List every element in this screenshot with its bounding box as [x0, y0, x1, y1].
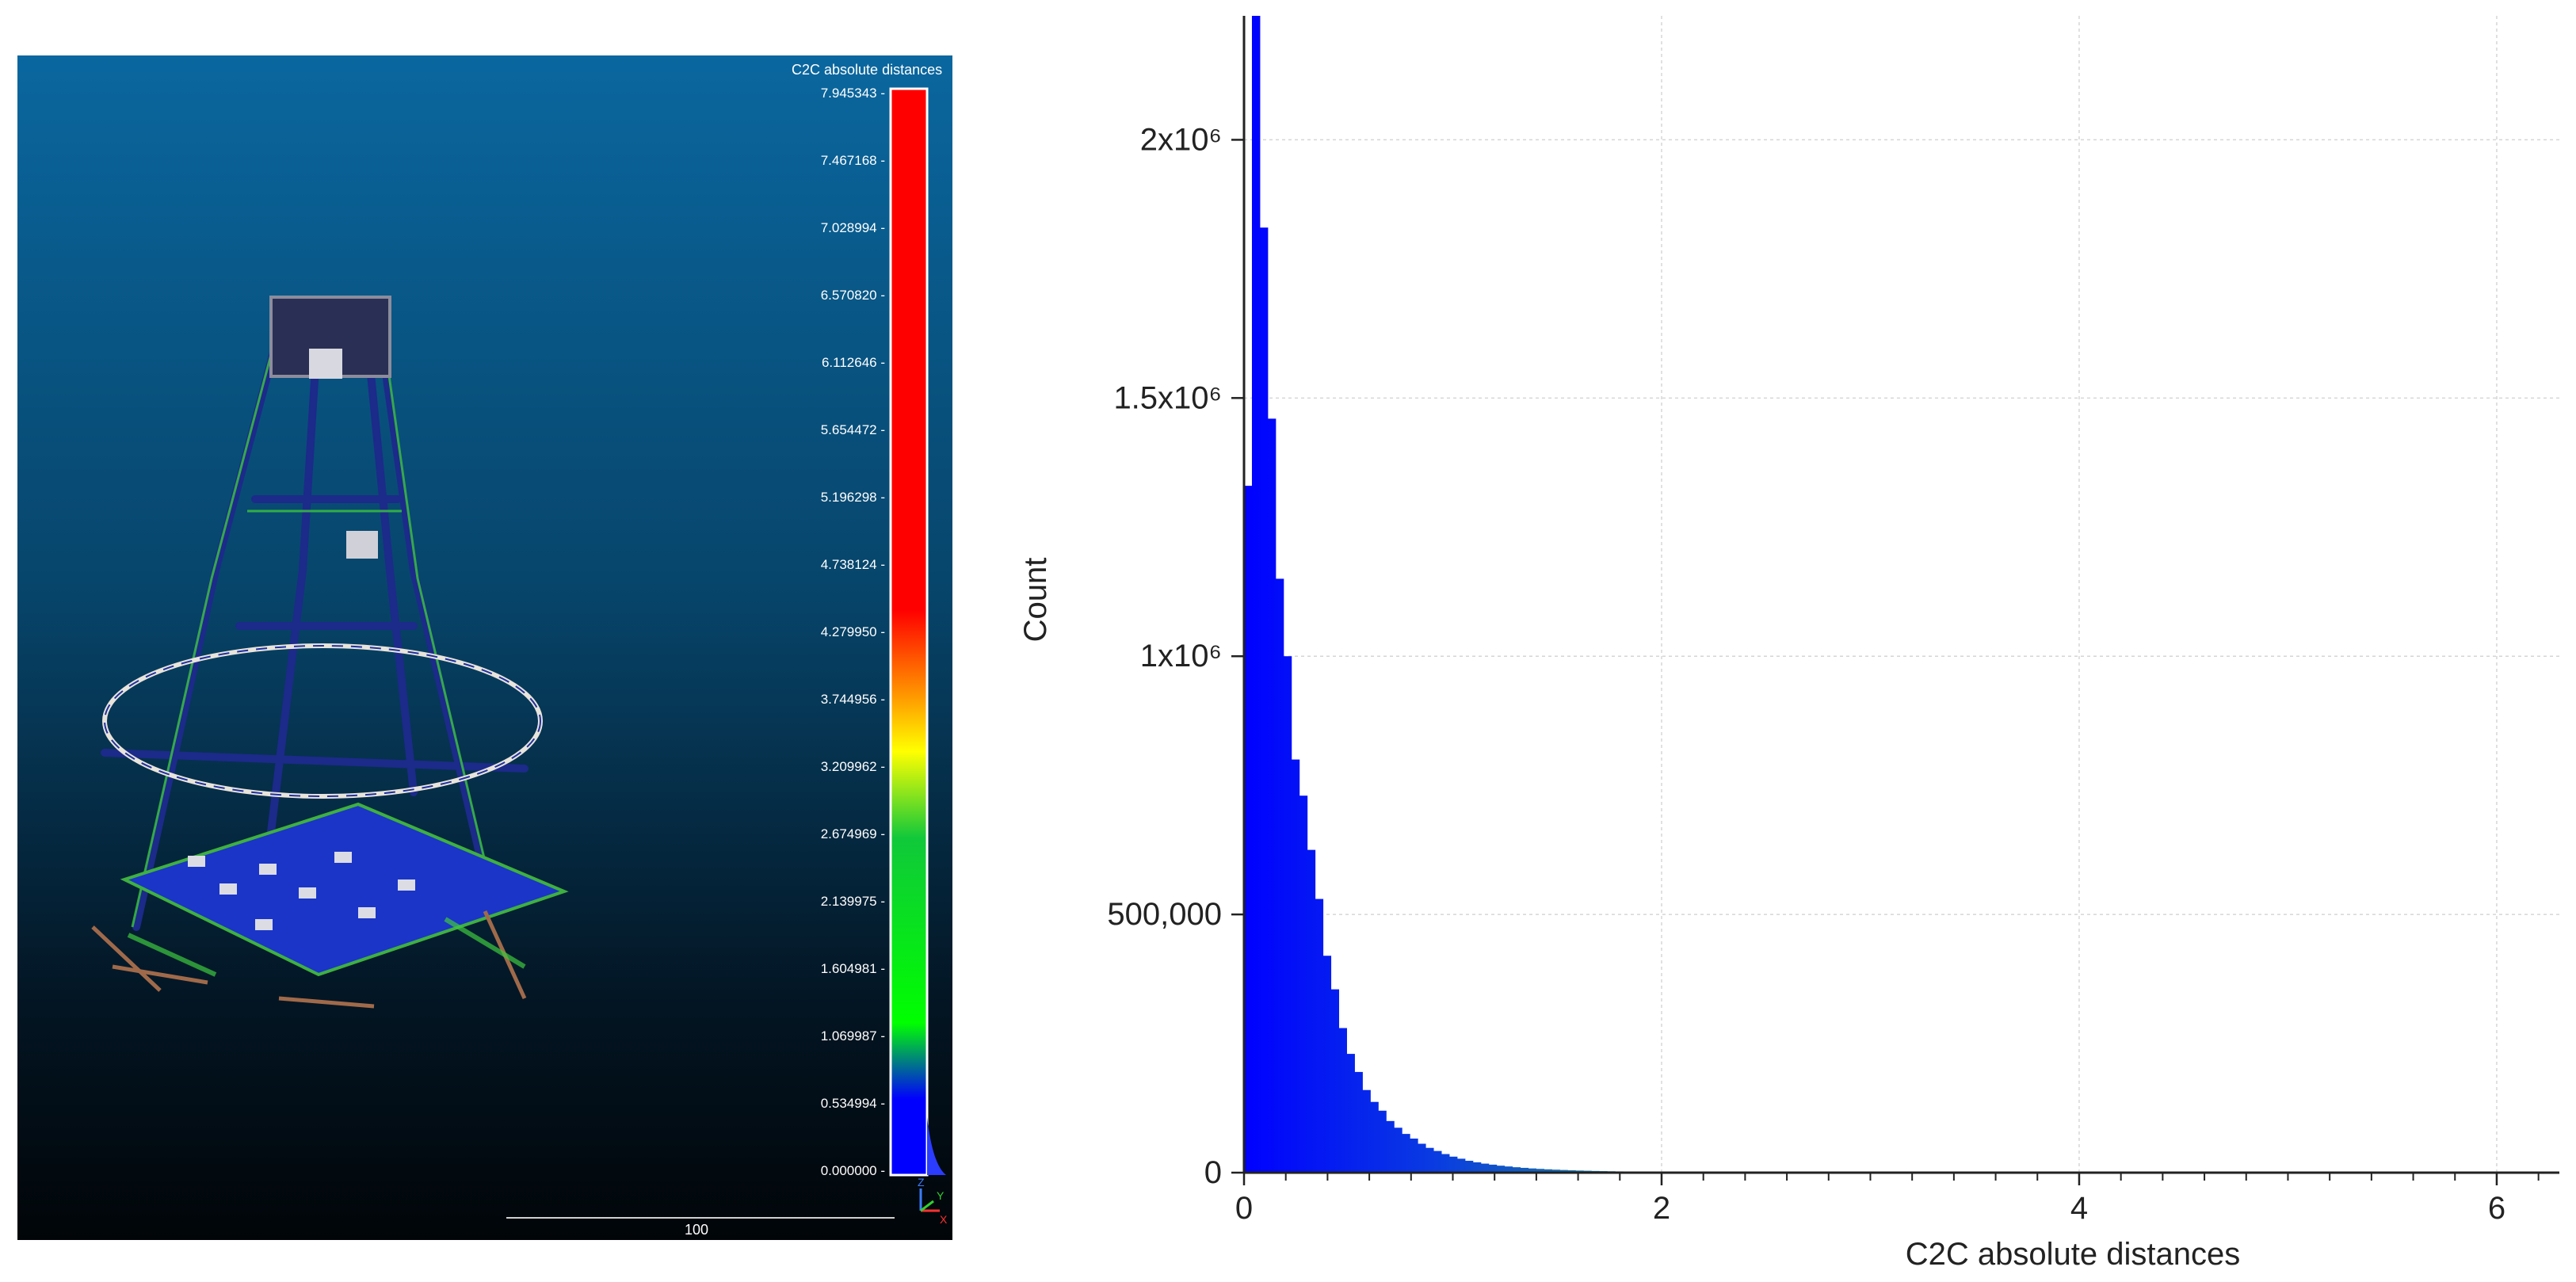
histogram-bar: [1520, 1167, 1529, 1173]
colorbar-tick-label: 2.139975 -: [820, 894, 885, 909]
histogram-bar: [1504, 1166, 1513, 1173]
colorbar-tick-label: 4.279950 -: [820, 624, 885, 639]
histogram-bar: [1464, 1161, 1474, 1173]
chart-grid: [1244, 16, 2559, 1173]
histogram-bar: [1267, 418, 1277, 1173]
axis-y-label: Y: [937, 1189, 945, 1202]
histogram-bar: [1528, 1168, 1537, 1173]
histogram-bar: [1330, 989, 1340, 1173]
colorbar-tick-label: 0.534994 -: [820, 1096, 885, 1111]
axis-triad: Z X Y: [918, 1176, 948, 1226]
scale-bar: [506, 1217, 895, 1219]
axis-x-label: X: [940, 1213, 948, 1226]
colorbar-tick-label: 5.196298 -: [820, 490, 885, 505]
histogram-bar: [1378, 1110, 1387, 1173]
point-cloud-render: [91, 296, 569, 1009]
histogram-bars: [1244, 16, 1876, 1173]
histogram-bar: [1559, 1169, 1568, 1173]
x-tick-label: 6: [2488, 1191, 2505, 1226]
histogram-bar: [1480, 1163, 1490, 1173]
colorbar-tick-label: 3.744956 -: [820, 692, 885, 707]
histogram-bar: [1433, 1150, 1442, 1173]
histogram-bar: [1472, 1162, 1482, 1173]
colorbar-tick-label: 1.604981 -: [820, 961, 885, 976]
y-tick-label: 1.5x10⁶: [1113, 380, 1222, 415]
colorbar-tick-label: 1.069987 -: [820, 1028, 885, 1044]
histogram-chart: 0 2 4 6 0 500,000 1x10⁶ 1.5x10⁶ 2x10⁶ C2C absol…: [1018, 16, 2559, 1272]
histogram-bar: [1291, 759, 1300, 1173]
histogram-bar: [1441, 1154, 1450, 1173]
histogram-bar: [1418, 1143, 1426, 1173]
histogram-bar: [1488, 1164, 1498, 1173]
histogram-bar: [1370, 1101, 1379, 1173]
colorbar-tick-label: 7.467168 -: [820, 153, 885, 168]
colorbar-tick-label: 0.000000 -: [820, 1163, 885, 1178]
histogram-bar: [1410, 1138, 1418, 1173]
x-tick-label: 4: [2070, 1191, 2088, 1226]
x-axis-ticks: 0 2 4 6: [1235, 1173, 2540, 1226]
colorbar-tick-label: 6.570820 -: [820, 288, 885, 303]
colorbar-tick-label: 7.945343 -: [820, 86, 885, 101]
histogram-bar: [1551, 1169, 1560, 1173]
histogram-bar: [1512, 1167, 1521, 1173]
histogram-bar: [1496, 1166, 1506, 1173]
y-axis-label: Count: [1018, 558, 1053, 643]
y-tick-label: 1x10⁶: [1140, 639, 1222, 673]
histogram-bar: [1402, 1134, 1410, 1173]
histogram-bar: [1338, 1028, 1347, 1173]
y-tick-label: 0: [1204, 1155, 1222, 1190]
y-axis-ticks: 0 500,000 1x10⁶ 1.5x10⁶ 2x10⁶: [1107, 122, 1244, 1190]
histogram-bar: [1346, 1054, 1355, 1173]
colorbar-tick-label: 7.028994 -: [820, 220, 885, 235]
colorbar: [889, 87, 946, 1177]
histogram-bar: [1386, 1120, 1395, 1173]
axis-z-label: Z: [918, 1176, 925, 1189]
scale-label: 100: [685, 1222, 709, 1238]
histogram-bar: [1536, 1169, 1544, 1173]
histogram-bar: [1394, 1127, 1402, 1173]
histogram-bar: [1425, 1147, 1434, 1173]
histogram-bar: [1322, 956, 1332, 1173]
colorbar-tick-label: 4.738124 -: [820, 557, 885, 572]
histogram-bar: [1275, 578, 1284, 1173]
x-tick-label: 2: [1653, 1191, 1670, 1226]
colorbar-tick-label: 6.112646 -: [821, 355, 885, 370]
histogram-bar: [1456, 1158, 1466, 1173]
point-cloud-viewer[interactable]: C2C absolute distances 7.945343 - 7.46716…: [17, 55, 952, 1240]
histogram-bar: [1251, 16, 1261, 1173]
y-tick-label: 500,000: [1107, 897, 1222, 932]
x-tick-label: 0: [1235, 1191, 1253, 1226]
colorbar-tick-label: 3.209962 -: [820, 759, 885, 774]
histogram-bar: [1544, 1169, 1552, 1173]
histogram-bar: [1283, 656, 1292, 1173]
histogram-bar: [1448, 1156, 1458, 1173]
colorbar-tick-label: 5.654472 -: [820, 422, 885, 437]
histogram-bar: [1362, 1089, 1371, 1173]
histogram-bar: [1354, 1071, 1363, 1173]
x-axis-label: C2C absolute distances: [1906, 1237, 2240, 1272]
y-tick-label: 2x10⁶: [1140, 122, 1222, 157]
histogram-bar: [1299, 796, 1308, 1173]
histogram-bar: [1259, 227, 1269, 1173]
histogram-bar: [1315, 899, 1324, 1173]
histogram-bar: [1244, 486, 1253, 1173]
colorbar-tick-label: 2.674969 -: [820, 826, 885, 841]
colorbar-title: C2C absolute distances: [792, 62, 943, 78]
histogram-bar: [1307, 849, 1316, 1173]
